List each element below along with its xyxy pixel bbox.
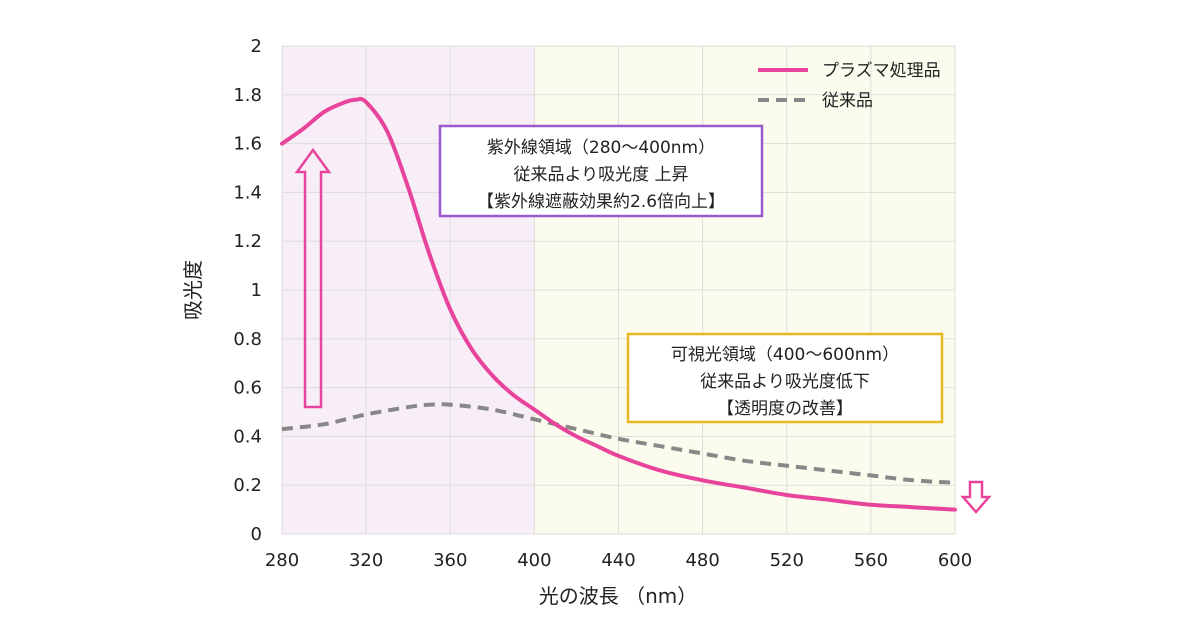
annotation-uv-box	[438, 124, 764, 218]
annotation-visible-line-3: 【透明度の改善】	[717, 399, 853, 419]
y-tick-label-1: 1	[251, 280, 262, 301]
x-tick-label-520: 520	[770, 550, 804, 571]
annotation-visible-line-1: 可視光領域（400～600nm）	[671, 345, 899, 365]
x-tick-label-360: 360	[433, 550, 467, 571]
annotation-visible-box	[626, 332, 944, 424]
annotation-visible: 可視光領域（400～600nm） 従来品より吸光度低下 【透明度の改善】	[626, 332, 944, 424]
annotation-uv-line-2: 従来品より吸光度 上昇	[513, 165, 688, 185]
series-line-1	[281, 402, 956, 485]
annotation-uv: 紫外線領域（280～400nm） 従来品より吸光度 上昇 【紫外線遮蔽効果約2.…	[438, 124, 764, 218]
x-tick-label-280: 280	[265, 550, 299, 571]
annotation-uv-line-3: 【紫外線遮蔽効果約2.6倍向上】	[477, 192, 725, 212]
y-axis-title: 吸光度	[181, 260, 205, 320]
y-tick-label-1.6: 1.6	[233, 134, 262, 155]
annotation-visible-line-2: 従来品より吸光度低下	[700, 372, 870, 392]
y-tick-label-1.8: 1.8	[233, 85, 262, 106]
indicator-arrows	[294, 147, 992, 514]
legend-label-plasma: プラズマ処理品	[822, 61, 941, 81]
y-tick-label-0.2: 0.2	[233, 475, 262, 496]
legend: プラズマ処理品 従来品	[758, 61, 941, 111]
down-arrow	[960, 480, 992, 514]
x-axis-title: 光の波長 （nm）	[539, 584, 698, 608]
axis-ticks: 280 320 360 400 440 480 520 560 600 0 0.2 0.4 0.6 0.8…	[233, 36, 972, 571]
x-tick-label-320: 320	[349, 550, 383, 571]
y-tick-label-0: 0	[251, 524, 262, 545]
x-tick-label-600: 600	[938, 550, 972, 571]
x-tick-label-400: 400	[517, 550, 551, 571]
y-tick-label-1.2: 1.2	[233, 231, 262, 252]
y-tick-label-0.6: 0.6	[233, 378, 262, 399]
y-tick-label-0.8: 0.8	[233, 329, 262, 350]
y-tick-label-2: 2	[251, 36, 262, 57]
series-lines	[280, 96, 957, 512]
x-tick-label-480: 480	[685, 550, 719, 571]
series-line-0	[280, 96, 957, 512]
y-tick-label-0.4: 0.4	[233, 426, 262, 447]
x-tick-label-440: 440	[601, 550, 635, 571]
legend-label-conventional: 従来品	[822, 91, 873, 111]
x-tick-label-560: 560	[854, 550, 888, 571]
up-arrow	[294, 147, 332, 409]
y-tick-label-1.4: 1.4	[233, 182, 262, 203]
annotation-uv-line-1: 紫外線領域（280～400nm）	[487, 138, 715, 158]
